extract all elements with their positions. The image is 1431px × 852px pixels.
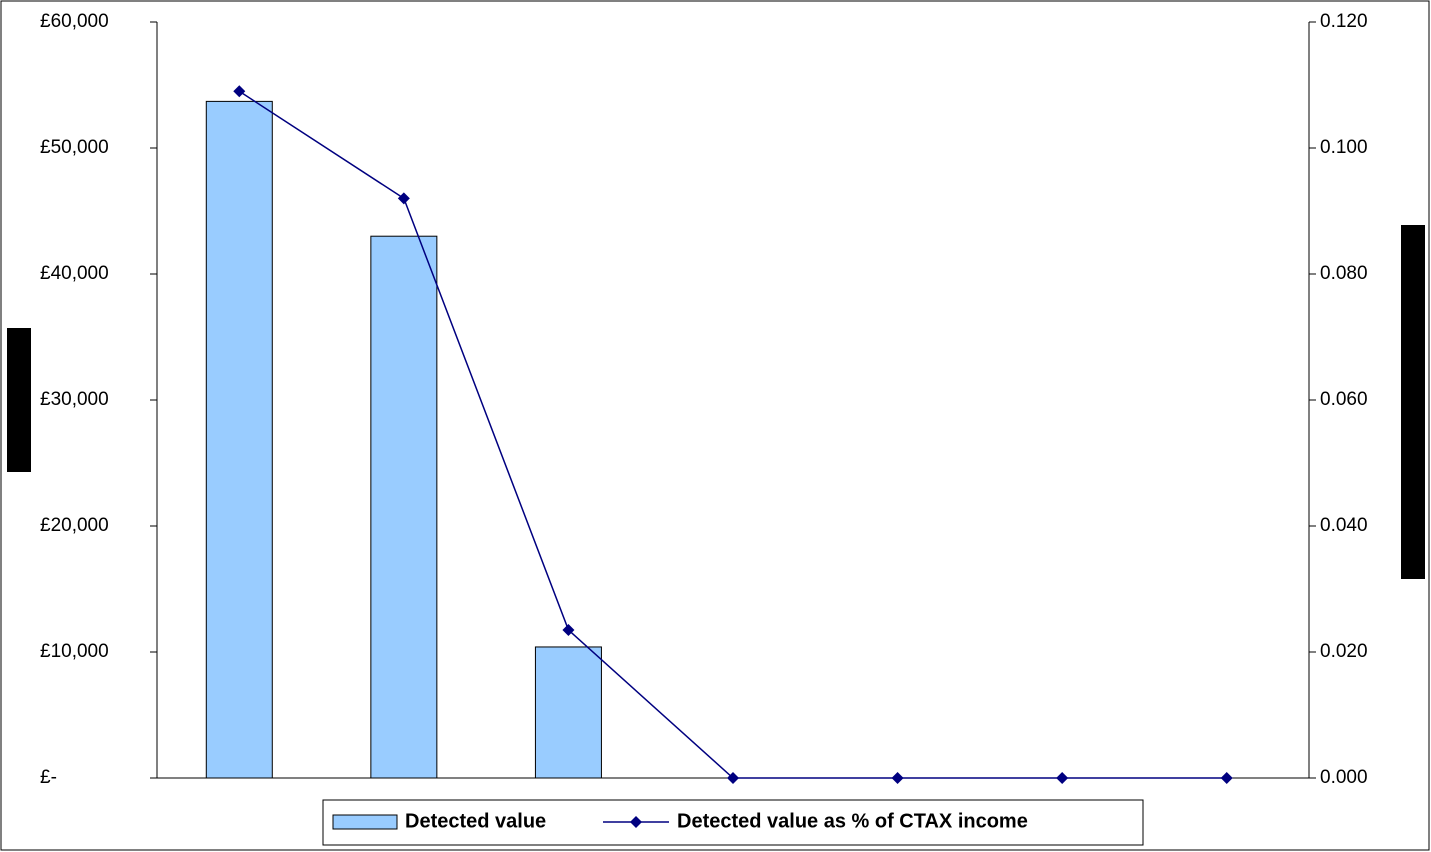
y2-tick-label: 0.000 (1320, 767, 1368, 788)
y2-tick-label: 0.040 (1320, 515, 1368, 536)
legend-label: Detected value (405, 810, 546, 832)
marker (727, 772, 739, 784)
y2-tick-label: 0.060 (1320, 389, 1368, 410)
y2-tick-label: 0.100 (1320, 137, 1368, 158)
y-tick-label: £30,000 (40, 389, 109, 410)
marker (397, 192, 410, 205)
marker (891, 772, 904, 784)
bar (205, 100, 273, 779)
y2-tick-label: 0.020 (1320, 641, 1368, 662)
marker (1220, 772, 1233, 784)
legend-label: Detected value as % of CTAX income (677, 810, 1028, 832)
y-tick-label: £40,000 (40, 263, 109, 284)
legend-marker (630, 816, 642, 828)
y2-tick-label: 0.120 (1320, 11, 1368, 32)
y-tick-label: £60,000 (40, 11, 109, 32)
redacted-axis-title (7, 328, 31, 472)
bar (370, 235, 438, 779)
marker (233, 85, 246, 98)
marker (1056, 772, 1069, 784)
legend-swatch (332, 814, 398, 830)
y-tick-label: £- (40, 767, 57, 788)
y-tick-label: £50,000 (40, 137, 109, 158)
y-tick-label: £10,000 (40, 641, 109, 662)
redacted-axis-title (1401, 225, 1425, 579)
legend (322, 799, 1144, 846)
bar (534, 646, 602, 779)
y-tick-label: £20,000 (40, 515, 109, 536)
marker (562, 623, 575, 636)
y2-tick-label: 0.080 (1320, 263, 1368, 284)
